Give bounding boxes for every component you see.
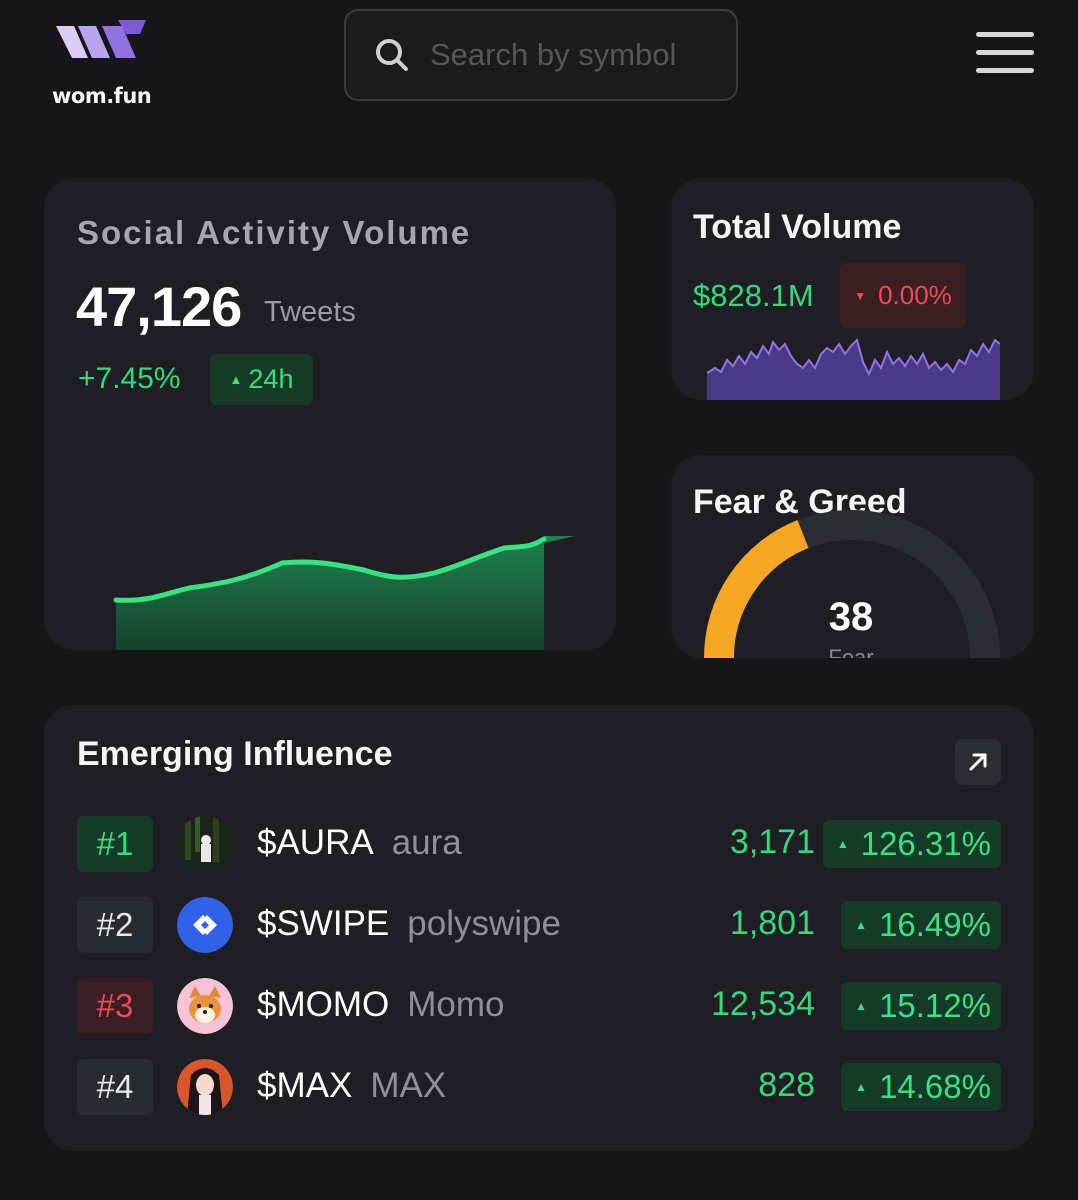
search-bar[interactable] xyxy=(344,9,738,101)
momo-avatar xyxy=(177,978,233,1034)
token-ticker: $MOMO Momo xyxy=(257,985,504,1025)
token-name: MAX xyxy=(370,1066,447,1105)
rank-badge: #1 xyxy=(77,816,153,872)
emerging-influence-title: Emerging Influence xyxy=(77,735,393,773)
change-value: 15.12% xyxy=(879,987,991,1024)
rank-badge: #3 xyxy=(77,978,153,1034)
fear-greed-card[interactable]: Fear & Greed 38 Fear xyxy=(671,455,1034,658)
token-name: polyswipe xyxy=(407,904,561,943)
list-item[interactable]: #4 $MAX MAX 828 ▲ 14.68% xyxy=(77,1059,1001,1140)
up-triangle-icon: ▲ xyxy=(229,372,243,387)
list-item[interactable]: #2 $SWIPE polyswipe 1,801 ▲ 16.49% xyxy=(77,897,1001,978)
up-triangle-icon: ▲ xyxy=(836,837,849,851)
aura-avatar-icon xyxy=(177,816,233,872)
volume-line xyxy=(707,338,1000,377)
change-badge: ▲ 15.12% xyxy=(841,982,1001,1030)
change-value: 14.68% xyxy=(879,1068,991,1105)
change-value: 16.49% xyxy=(879,906,991,943)
change-value: 126.31% xyxy=(860,825,991,862)
mention-count: 828 xyxy=(758,1066,815,1104)
change-badge: ▲ 14.68% xyxy=(841,1063,1001,1111)
up-triangle-icon: ▲ xyxy=(855,999,868,1013)
menu-icon[interactable] xyxy=(976,28,1036,80)
momo-avatar-icon xyxy=(177,978,233,1034)
volume-change-badge: ▼ 0.00% xyxy=(840,263,966,328)
social-line xyxy=(113,536,547,603)
up-triangle-icon: ▲ xyxy=(855,1080,868,1094)
ticker-text: $SWIPE xyxy=(257,904,390,943)
arrow-up-right-icon xyxy=(969,753,987,771)
fear-greed-label: Fear xyxy=(828,645,874,658)
expand-button[interactable] xyxy=(955,739,1001,785)
tweet-unit: Tweets xyxy=(264,296,356,328)
gauge-fill xyxy=(703,520,809,658)
logo[interactable]: wom.fun xyxy=(52,20,152,108)
ticker-text: $MAX xyxy=(257,1066,353,1105)
social-activity-card[interactable]: Social Activity Volume 47,126 Tweets +7.… xyxy=(44,178,616,650)
total-volume-title: Total Volume xyxy=(693,208,902,246)
search-input[interactable] xyxy=(430,37,710,73)
social-change: +7.45% xyxy=(78,362,181,395)
fear-greed-gauge xyxy=(703,510,1000,658)
aura-avatar xyxy=(177,816,233,872)
mention-count: 3,171 xyxy=(729,823,815,861)
fear-greed-value: 38 xyxy=(828,595,874,639)
volume-area xyxy=(707,340,1000,400)
token-name: Momo xyxy=(407,985,505,1024)
logo-mark-icon xyxy=(56,20,146,58)
total-volume-card[interactable]: Total Volume $828.1M ▼ 0.00% xyxy=(671,178,1034,400)
volume-sparkline xyxy=(707,338,1000,400)
rank-badge: #4 xyxy=(77,1059,153,1115)
ticker-text: $AURA xyxy=(257,823,374,862)
emerging-influence-card: Emerging Influence #1 $AURA aura 3,171 xyxy=(44,705,1034,1151)
change-badge: ▲ 16.49% xyxy=(841,901,1001,949)
token-ticker: $MAX MAX xyxy=(257,1066,446,1106)
ticker-text: $MOMO xyxy=(257,985,390,1024)
volume-change: 0.00% xyxy=(878,280,952,310)
list-item[interactable]: #3 $MOMO Momo 12,534 ▲ 15.12% xyxy=(77,978,1001,1059)
social-activity-title: Social Activity Volume xyxy=(77,214,472,251)
token-name: aura xyxy=(391,823,462,862)
emerging-list: #1 $AURA aura 3,171 ▲ 126.31% #2 xyxy=(77,816,1001,1140)
logo-text: wom.fun xyxy=(52,84,152,108)
up-triangle-icon: ▲ xyxy=(855,918,868,932)
list-item[interactable]: #1 $AURA aura 3,171 ▲ 126.31% xyxy=(77,816,1001,897)
total-volume-value: $828.1M xyxy=(693,278,814,313)
social-area xyxy=(116,536,574,650)
tweet-count: 47,126 xyxy=(76,275,242,338)
token-ticker: $SWIPE polyswipe xyxy=(257,904,561,944)
swipe-avatar-icon xyxy=(177,897,233,953)
swipe-avatar xyxy=(177,897,233,953)
max-avatar-icon xyxy=(177,1059,233,1115)
token-ticker: $AURA aura xyxy=(257,823,462,863)
period-label: 24h xyxy=(248,364,294,394)
mention-count: 12,534 xyxy=(711,985,815,1023)
down-triangle-icon: ▼ xyxy=(854,288,867,303)
search-icon xyxy=(376,39,408,71)
max-avatar xyxy=(177,1059,233,1115)
change-badge: ▲ 126.31% xyxy=(822,820,1001,868)
mention-count: 1,801 xyxy=(729,904,815,942)
social-activity-chart xyxy=(113,536,574,650)
period-badge: ▲ 24h xyxy=(210,354,313,405)
rank-badge: #2 xyxy=(77,897,153,953)
